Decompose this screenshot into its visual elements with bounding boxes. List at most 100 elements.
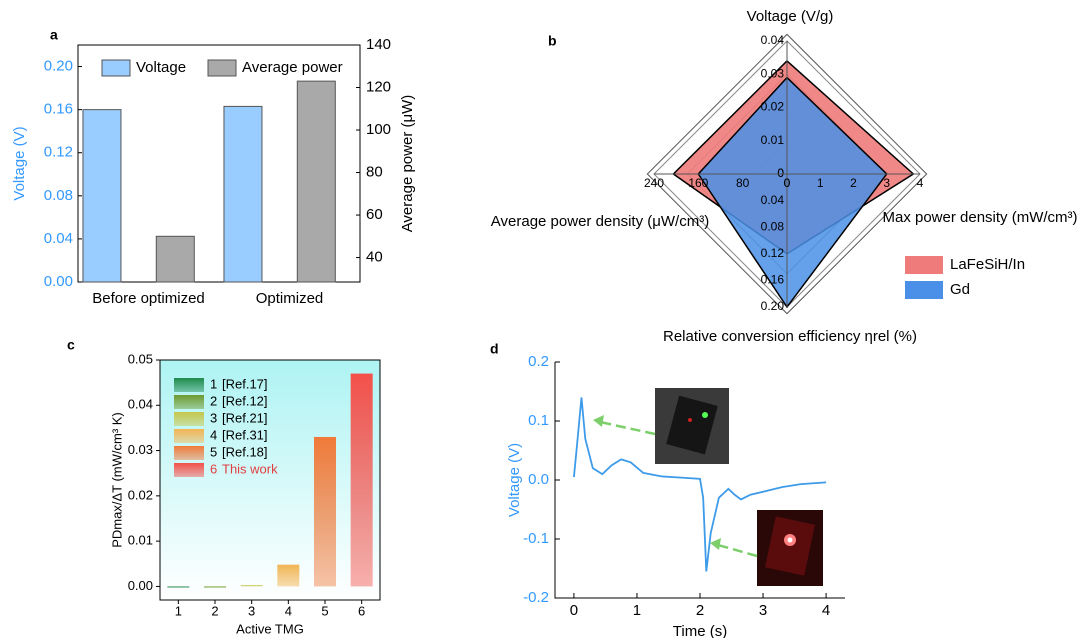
y2-tick-label: 40 — [366, 249, 383, 266]
legend-swatch — [101, 59, 131, 77]
y-tick-label: 0.00 — [128, 578, 153, 593]
radar-tick-label: 0.16 — [761, 273, 785, 287]
y-tick-label: 0.1 — [528, 412, 549, 429]
bar — [277, 564, 300, 587]
y-tick-label: 0.01 — [128, 533, 153, 548]
legend-swatch — [174, 378, 204, 392]
radar-tick-label: 1 — [817, 176, 824, 190]
radar-tick-label: 2 — [850, 176, 857, 190]
radar-tick-label: 0 — [777, 166, 784, 180]
radar-tick-label: 160 — [688, 176, 708, 190]
legend-number: 3 — [210, 410, 217, 425]
y-tick-label: 0.2 — [528, 353, 549, 370]
y-tick-label: 0.08 — [44, 187, 73, 204]
radar-axis-label: Average power density (μW/cm³) — [491, 213, 709, 230]
y-tick-label: -0.2 — [523, 589, 549, 606]
y2-tick-label: 60 — [366, 206, 383, 223]
panel-label: a — [50, 27, 58, 43]
y2-tick-label: 120 — [366, 78, 391, 95]
y-axis-label: Voltage (V) — [506, 443, 523, 517]
legend-swatch — [174, 412, 204, 426]
y2-tick-label: 80 — [366, 164, 383, 181]
legend-number: 6 — [210, 461, 217, 476]
legend-label: [Ref.21] — [222, 410, 268, 425]
line — [573, 397, 827, 572]
bar — [82, 109, 122, 283]
radar-axis-label: Max power density (mW/cm³) — [882, 209, 1077, 226]
x-tick-label: 1 — [633, 602, 641, 619]
x-axis-label: Time (s) — [673, 623, 727, 638]
x-tick-label: 3 — [248, 603, 255, 618]
bar — [204, 586, 226, 588]
bar — [155, 235, 195, 283]
x-tick-label: 6 — [358, 603, 365, 618]
y-tick-label: 0.05 — [128, 351, 153, 366]
legend-swatch — [207, 59, 237, 77]
legend-swatch — [905, 256, 943, 274]
y-tick-label: 0.12 — [44, 144, 73, 161]
y-tick-label: 0.16 — [44, 101, 73, 118]
bar — [314, 436, 336, 587]
legend-swatch — [905, 281, 943, 299]
photo-red-led — [757, 510, 823, 586]
outer-ring — [646, 33, 928, 315]
radar-tick-label: 0 — [777, 166, 784, 180]
legend-label: Voltage — [136, 59, 186, 76]
x-tick-label: 4 — [822, 602, 830, 619]
x-tick-label: 2 — [696, 602, 704, 619]
photo-green-led — [655, 388, 729, 464]
y-tick-label: 0.04 — [44, 230, 73, 247]
legend-label: [Ref.18] — [222, 444, 268, 459]
legend-label: [Ref.12] — [222, 393, 268, 408]
radar-tick-label: 0.02 — [761, 100, 785, 114]
y-axis-label: PDmax/ΔT (mW/cm³ K) — [109, 412, 124, 548]
bar — [240, 585, 263, 587]
bar — [350, 373, 373, 587]
legend-label: Average power — [242, 59, 343, 76]
legend-swatch — [174, 446, 204, 460]
y-tick-label: 0.02 — [128, 487, 153, 502]
panel-label: b — [548, 33, 557, 49]
y-tick-label: 0.0 — [528, 471, 549, 488]
y-tick-label: 0.04 — [128, 397, 153, 412]
radar-tick-label: 0.20 — [761, 299, 785, 313]
radar-axis-label: Relative conversion efficiency ηrel (%) — [663, 328, 917, 345]
legend-label: This work — [222, 461, 278, 476]
bar — [167, 586, 190, 588]
legend-number: 5 — [210, 444, 217, 459]
radar-tick-label: 80 — [736, 176, 750, 190]
radar-tick-label: 0.12 — [761, 246, 785, 260]
legend-swatch — [174, 463, 204, 477]
x-tick-label: 4 — [285, 603, 292, 618]
radar-tick-label: 4 — [917, 176, 924, 190]
y-tick-label: 0.20 — [44, 58, 73, 75]
legend-number: 1 — [210, 376, 217, 391]
y2-axis-label: Average power (μW) — [399, 95, 416, 233]
panel-label: d — [490, 341, 499, 357]
x-tick-label: 2 — [211, 603, 218, 618]
legend-number: 4 — [210, 427, 217, 442]
radar-tick-label: 0 — [784, 176, 791, 190]
radar-tick-label: 0.01 — [761, 133, 785, 147]
legend-label: LaFeSiH/In — [950, 256, 1025, 273]
radar-tick-label: 240 — [644, 176, 664, 190]
panel-label: c — [67, 337, 75, 353]
legend-number: 2 — [210, 393, 217, 408]
bar — [223, 105, 263, 283]
legend-label: [Ref.17] — [222, 376, 268, 391]
x-axis-label: Active TMG — [236, 621, 304, 636]
radar-tick-label: 0.03 — [761, 66, 785, 80]
bar — [296, 80, 336, 283]
plot-frame — [77, 44, 361, 283]
x-tick-label: 3 — [759, 602, 767, 619]
x-tick-label: Before optimized — [92, 290, 205, 307]
x-tick-label: 1 — [175, 603, 182, 618]
radar-tick-label: 3 — [883, 176, 890, 190]
legend-swatch — [174, 395, 204, 409]
legend-label: [Ref.31] — [222, 427, 268, 442]
x-tick-label: Optimized — [256, 290, 324, 307]
y-axis-label: Voltage (V) — [11, 126, 28, 200]
legend-label: Gd — [950, 281, 970, 298]
y-tick-label: -0.1 — [523, 530, 549, 547]
